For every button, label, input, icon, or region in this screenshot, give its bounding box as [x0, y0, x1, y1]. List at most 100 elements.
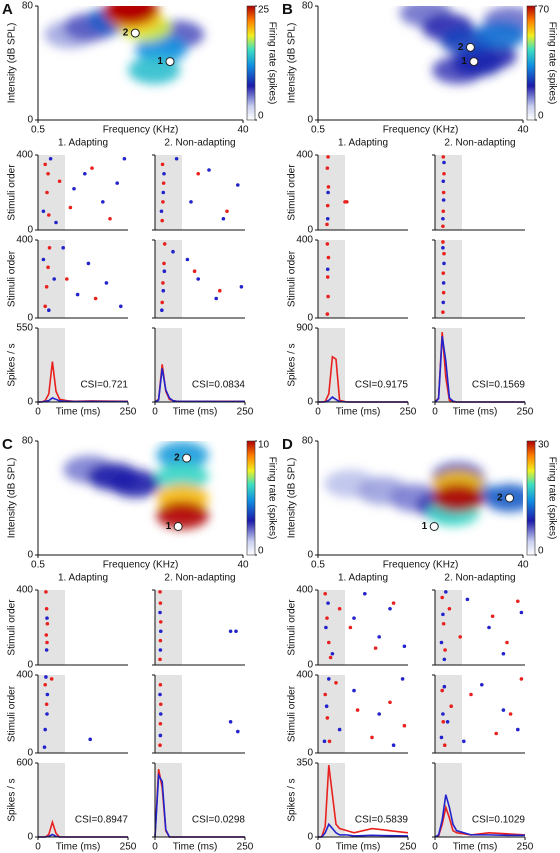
y-tick-label: 400: [296, 150, 313, 161]
spike-dot: [46, 171, 50, 176]
x-tick-label: 0: [152, 842, 158, 853]
stimulus-window: [435, 590, 462, 665]
heatmap-field: [63, 441, 209, 530]
x-axis-label: Time (ms): [56, 407, 101, 418]
spike-dot: [44, 606, 49, 611]
heatmap-cell: [106, 6, 159, 23]
x-tick-label: 250: [120, 407, 137, 418]
marker-label: 1: [166, 521, 172, 532]
spike-dot: [228, 720, 233, 724]
spike-dot: [158, 702, 163, 707]
heatmap-blur: [399, 6, 523, 85]
colorbar-tick-label: 70: [538, 5, 550, 16]
column-title: 2. Non-adapting: [164, 138, 235, 149]
spike-dot: [161, 190, 166, 195]
y-tick-label: 0: [27, 660, 33, 671]
x-axis-label: Time (ms): [336, 842, 381, 853]
spike-dot: [44, 633, 49, 637]
colorbar-label: Firing rate (spikes): [546, 457, 557, 540]
y-tick-label: 0: [307, 748, 313, 759]
spike-dot: [42, 745, 47, 749]
marker-label: 1: [461, 56, 467, 67]
spike-dot: [158, 590, 162, 594]
spike-dot: [352, 688, 356, 693]
y-tick-label: 80: [302, 1, 314, 12]
panel-letter: D: [282, 436, 293, 453]
y-axis-label: Stimuli order: [7, 250, 18, 307]
spike-dot: [214, 296, 218, 301]
spike-dot: [104, 281, 109, 285]
psth-line: [38, 397, 128, 403]
spike-dot: [160, 300, 164, 305]
heatmap-background: [38, 441, 243, 555]
spike-dot: [108, 216, 112, 221]
stimulus-window: [318, 240, 345, 318]
y-axis-label: Spikes / s: [7, 778, 18, 821]
spike-dot: [65, 277, 69, 281]
spike-dot: [158, 601, 163, 605]
spike-dot: [323, 591, 327, 596]
spike-dot: [334, 681, 338, 685]
spike-dot: [68, 205, 73, 210]
csi-label: CSI=0.0834: [192, 380, 246, 391]
column-title: 2. Non-adapting: [164, 573, 235, 584]
tone-marker: [505, 493, 515, 503]
spike-dot: [505, 640, 509, 645]
spike-dot: [442, 657, 447, 662]
spike-dot: [373, 646, 378, 650]
y-tick-label: 0: [307, 397, 313, 408]
spike-dot: [88, 737, 92, 742]
spike-dot: [442, 160, 446, 165]
spike-dot: [171, 249, 175, 254]
spike-dot: [158, 610, 162, 615]
y-axis-label: Intensity (dB SPL): [7, 23, 18, 104]
spike-dot: [323, 692, 327, 697]
spike-dot: [44, 648, 49, 652]
y-tick-label: 350: [296, 758, 313, 769]
spike-dot: [158, 692, 162, 697]
stimulus-window: [318, 155, 345, 230]
spike-dot: [355, 708, 360, 712]
spike-dot: [86, 261, 91, 266]
spike-dot: [442, 684, 447, 689]
spike-dot: [44, 590, 48, 594]
heatmap-cell: [156, 441, 209, 470]
panel: B 1 2 0 80 0.5 40 Frequency (KHz) Intensity (dB …: [282, 1, 557, 418]
colorbar-tick-label: 10: [258, 440, 270, 451]
y-tick-label: 400: [16, 585, 33, 596]
x-axis-label: Frequency (KHz): [103, 560, 179, 571]
spike-dot: [441, 310, 445, 314]
spike-dot: [442, 171, 446, 176]
spike-dot: [41, 209, 46, 214]
psth-line: [154, 368, 246, 403]
x-tick-label: 0: [35, 842, 41, 853]
y-axis-label: Spikes / s: [7, 343, 18, 386]
colorbar-tick-label: 0: [538, 111, 544, 122]
spike-dot: [325, 216, 330, 221]
y-tick-label: 0: [307, 832, 313, 843]
colorbar: [246, 5, 256, 121]
spike-dot: [441, 712, 445, 716]
spike-dot: [494, 731, 498, 736]
y-axis-label: Stimuli order: [7, 164, 18, 221]
stimulus-window: [435, 155, 462, 230]
x-tick-label: 0: [35, 407, 41, 418]
csi-label: CSI=0.0298: [192, 815, 246, 826]
csi-label: CSI=0.721: [80, 380, 128, 391]
spike-dot: [75, 292, 80, 297]
stimulus-window: [155, 590, 182, 665]
spike-dot: [236, 183, 240, 187]
spike-dot: [160, 218, 164, 223]
x-axis-label: Time (ms): [56, 842, 101, 853]
y-axis-label: Stimuli order: [287, 685, 298, 742]
spike-dot: [441, 612, 445, 617]
panel-letter: C: [2, 436, 13, 453]
spike-dot: [490, 614, 495, 619]
spike-dot: [161, 181, 166, 185]
spike-dot: [228, 629, 233, 634]
csi-label: CSI=0.1569: [472, 380, 526, 391]
spike-dot: [174, 156, 179, 161]
spike-dot: [441, 290, 446, 295]
x-tick-label: 250: [400, 407, 417, 418]
x-tick-label: 250: [517, 842, 534, 853]
